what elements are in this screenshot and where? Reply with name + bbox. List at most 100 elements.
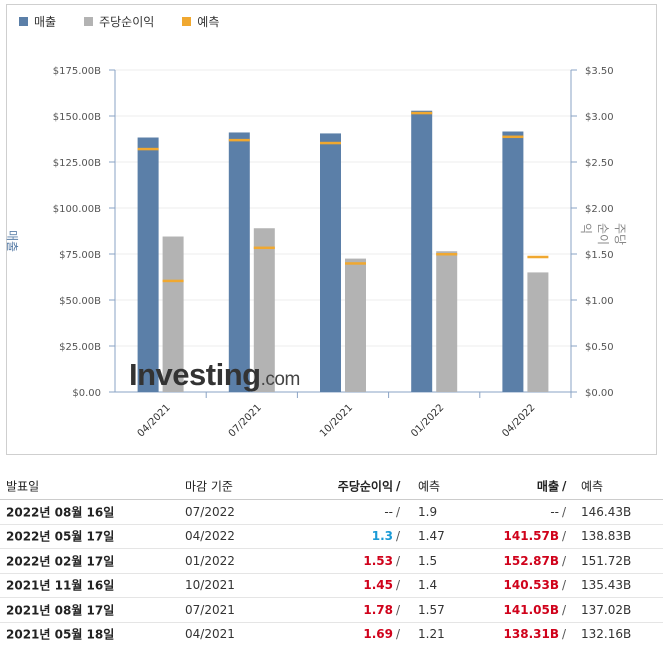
revenue-bar [502,131,524,392]
revenue-forecast-mark [137,147,159,151]
revenue-bar [411,110,433,392]
right-tick-label: $1.00 [585,296,614,307]
header-revenue-forecast[interactable]: 예측 [581,479,604,493]
right-tick-label: $2.50 [585,158,614,169]
legend-swatch-revenue [19,17,28,26]
legend-item-revenue[interactable]: 매출 [19,13,56,30]
table-row: 2022년 05월 17일 04/2022 1.3/1.47 141.57B/138.… [0,525,663,549]
row-eps-forecast: 1.47 [418,529,445,544]
table-row: 2022년 08월 16일 07/2022 --/1.9 --/146.43B [0,500,663,525]
watermark-brand: Investing [129,357,261,392]
right-tick-label: $1.50 [585,250,614,261]
row-date: 2021년 11월 16일 [6,578,115,593]
row-eps: 1.45 [363,578,393,593]
legend-item-eps[interactable]: 주당순이익 [84,13,154,30]
row-eps-forecast: 1.21 [418,627,445,642]
row-period: 04/2021 [185,627,235,642]
row-revenue-forecast: 138.83B [581,529,632,544]
table-header-row: 발표일 마감 기준 주당순이익 / 예측 매출 / 예측 [0,472,663,500]
header-date[interactable]: 발표일 [6,479,40,493]
eps-bar [345,258,366,392]
left-tick-label: $75.00B [59,250,101,261]
row-revenue-slash: / [562,578,567,593]
row-revenue-forecast: 137.02B [581,602,632,617]
eps-forecast-mark [345,262,366,265]
row-revenue-forecast: 135.43B [581,578,632,593]
header-eps[interactable]: 주당순이익 [337,479,393,493]
eps-bar [162,236,184,392]
investing-watermark: Investing.com [129,357,300,393]
row-date: 2021년 05월 18일 [6,627,115,642]
header-eps-slash: / [396,478,401,493]
legend-label-revenue: 매출 [34,15,57,29]
right-tick-label: $0.50 [585,342,614,353]
left-tick-label: $125.00B [53,158,101,169]
row-eps-forecast: 1.4 [418,578,438,593]
x-tick-label: 04/2021 [136,402,173,439]
right-axis-title: 주당순이익 [579,223,627,246]
left-tick-label: $100.00B [53,204,101,215]
row-revenue-slash: / [562,602,567,617]
row-eps: 1.3 [371,529,393,544]
row-eps-slash: / [396,504,401,519]
left-tick-label: $25.00B [59,342,101,353]
x-tick-label: 01/2022 [409,402,446,439]
revenue-bar [228,132,250,392]
row-period: 07/2021 [185,602,235,617]
row-eps-forecast: 1.5 [418,553,438,568]
eps-bar [253,228,275,392]
left-tick-label: $150.00B [53,112,101,123]
header-revenue-slash: / [562,478,567,493]
row-period: 04/2022 [185,529,235,544]
row-date: 2021년 08월 17일 [6,603,115,618]
row-date: 2022년 08월 16일 [6,505,115,520]
row-date: 2022년 02월 17일 [6,554,115,569]
row-revenue-slash: / [562,529,567,544]
right-tick-label: $2.00 [585,204,614,215]
row-period: 10/2021 [185,578,235,593]
row-revenue: 141.57B [503,529,559,544]
revenue-forecast-mark [228,138,250,142]
revenue-bar [320,133,341,392]
table-body: 2022년 08월 16일 07/2022 --/1.9 --/146.43B 2022… [0,500,663,645]
row-revenue: -- [550,504,559,519]
left-tick-label: $0.00 [72,388,101,399]
row-revenue: 140.53B [503,578,559,593]
eps-forecast-mark [436,253,458,256]
revenue-bar [137,137,159,392]
row-eps-slash: / [396,627,401,642]
earnings-table: 발표일 마감 기준 주당순이익 / 예측 매출 / 예측 2022년 08월 1… [0,472,663,645]
left-axis-title: 매출 [5,230,19,253]
row-revenue-slash: / [562,553,567,568]
row-revenue-slash: / [562,504,567,519]
row-eps: 1.53 [363,553,393,568]
table-row: 2021년 08월 17일 07/2021 1.78/1.57 141.05B/137… [0,598,663,623]
plot-area: $0.00 $0.00 $25.00B $0.50 $50.00B $1.00 $75.00… [53,66,614,439]
x-tick-label: 04/2022 [500,402,537,439]
watermark-suffix: .com [260,369,301,390]
row-period: 07/2022 [185,504,235,519]
legend-item-forecast[interactable]: 예측 [182,13,219,30]
row-eps: 1.69 [363,627,393,642]
table-row: 2021년 05월 18일 04/2021 1.69/1.21 138.31B/132… [0,623,663,645]
right-tick-label: $3.50 [585,66,614,77]
eps-forecast-mark [253,246,275,250]
row-eps-slash: / [396,529,401,544]
header-eps-forecast[interactable]: 예측 [418,479,441,493]
chart-legend: 매출 주당순이익 예측 [19,13,219,30]
header-period[interactable]: 마감 기준 [185,479,233,493]
legend-swatch-forecast [182,17,192,26]
legend-label-eps: 주당순이익 [99,15,155,29]
left-tick-label: $50.00B [59,296,101,307]
eps-forecast-mark [162,279,184,283]
revenue-forecast-mark [502,135,524,139]
row-eps-forecast: 1.57 [418,602,445,617]
earnings-chart-panel: 매출 주당순이익 예측 $0.00 $0.00 $25.00B $0.50 $50.00… [5,4,657,455]
row-period: 01/2022 [185,553,235,568]
row-revenue: 141.05B [503,602,559,617]
revenue-forecast-mark [320,141,341,145]
table-row: 2021년 11월 16일 10/2021 1.45/1.4 140.53B/135.… [0,574,663,598]
row-eps-slash: / [396,578,401,593]
header-revenue[interactable]: 매출 [536,479,559,493]
revenue-forecast-mark [411,111,433,115]
